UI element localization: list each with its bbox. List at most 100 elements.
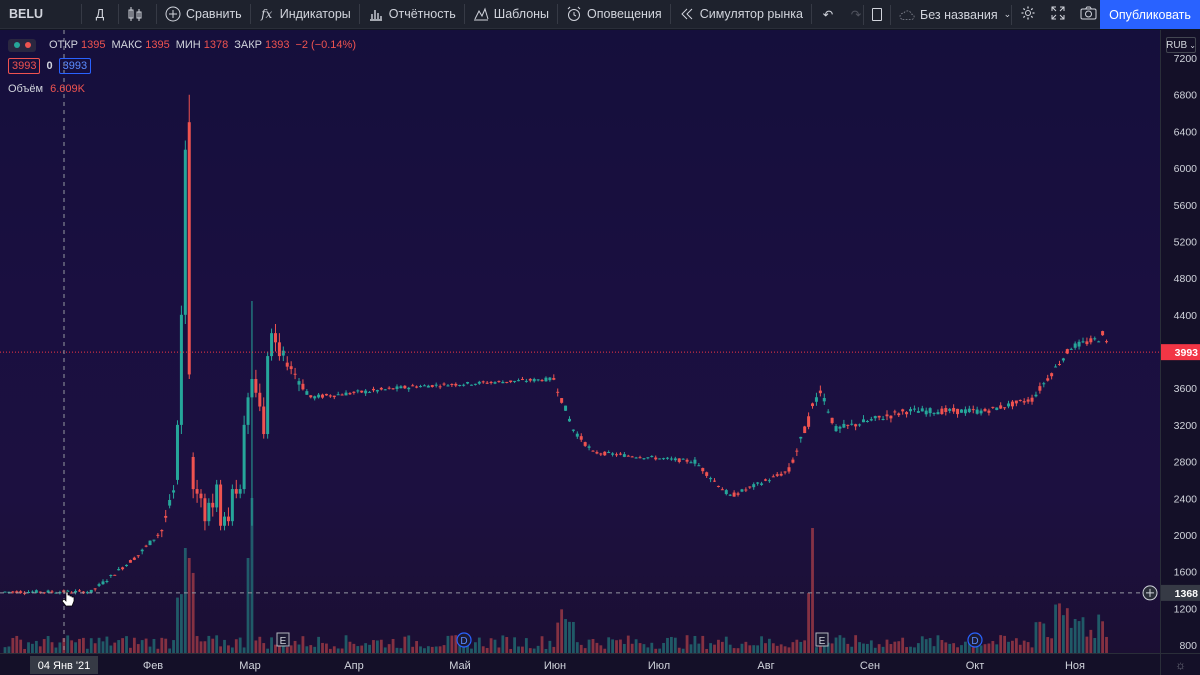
- candle-body: [932, 412, 936, 414]
- candle-body: [371, 388, 375, 391]
- volume-bar: [383, 647, 387, 653]
- volume-bar: [748, 645, 752, 653]
- alerts-button[interactable]: Оповещения: [559, 0, 669, 29]
- candle-body: [1046, 378, 1050, 381]
- candle-body: [967, 408, 971, 413]
- redo-button[interactable]: ↷: [843, 0, 869, 29]
- price-axis[interactable]: 7200 6800 6400 6000 5600 5200 4800 4400 3600 3200…: [1160, 30, 1200, 653]
- candle-body: [277, 342, 281, 357]
- settings-button[interactable]: [1013, 0, 1043, 29]
- time-tick-label: Сен: [860, 660, 880, 672]
- open-label: ОТКР: [49, 39, 79, 51]
- candle-body: [293, 373, 297, 375]
- candle-body: [317, 394, 321, 398]
- volume-bar: [293, 640, 297, 653]
- candle-body: [1054, 366, 1058, 368]
- volume-bar: [964, 641, 967, 653]
- candle-body: [223, 516, 227, 526]
- earnings-event-marker: E: [276, 632, 290, 647]
- candle-body: [720, 489, 724, 491]
- candle-body: [618, 453, 622, 455]
- candle-body: [991, 406, 995, 408]
- interval-button[interactable]: Д: [95, 7, 105, 21]
- volume-bar: [971, 647, 975, 653]
- volume-bar: [944, 642, 948, 653]
- volume-bar: [897, 641, 901, 653]
- volume-bar: [673, 637, 677, 653]
- financials-button[interactable]: Отчётность: [361, 0, 463, 29]
- volume-bar: [658, 648, 662, 653]
- chart-pane[interactable]: E D E D ОТКР 1395 МАКС 1395 МИН 1378 ЗАКР 1…: [0, 30, 1160, 653]
- volume-bar: [1065, 608, 1069, 653]
- candle-body: [818, 390, 822, 394]
- volume-bar: [901, 637, 905, 653]
- candle-body: [313, 396, 317, 399]
- volume-bar: [364, 643, 368, 653]
- change-value: −2 (−0.14%): [295, 39, 356, 51]
- wave-icon: [24, 42, 31, 48]
- volume-bar: [474, 642, 477, 653]
- volume-bar: [920, 636, 924, 653]
- volume-bar: [46, 636, 50, 653]
- toolbar-divider: [557, 4, 559, 24]
- candle-body: [987, 410, 991, 413]
- toolbar-divider: [81, 4, 82, 24]
- candle-body: [877, 415, 881, 418]
- candle-body: [760, 483, 764, 485]
- compare-label: Сравнить: [186, 7, 242, 21]
- currency-selector[interactable]: RUB ⌄: [1166, 37, 1196, 53]
- volume-bar: [705, 648, 709, 653]
- candle-body: [607, 452, 611, 454]
- indicators-button[interactable]: fx Индикаторы: [252, 0, 358, 29]
- publish-button[interactable]: Опубликовать: [1100, 0, 1200, 29]
- candle-body: [215, 484, 219, 508]
- candle-body: [493, 382, 497, 384]
- volume-bar: [936, 635, 940, 653]
- price-tick-label: 4800: [1174, 273, 1198, 285]
- time-axis[interactable]: Фев Мар Апр Май Июн Июл Авг Сен Окт Ноя 04 Янв '21: [0, 653, 1160, 675]
- layout-name-button[interactable]: Без названия ⌄: [892, 0, 1011, 29]
- volume-bar: [442, 645, 446, 653]
- candle-body: [234, 489, 238, 494]
- candle-body: [207, 502, 211, 522]
- volume-bar: [50, 642, 54, 653]
- volume-bar: [983, 644, 987, 653]
- candle-body: [105, 581, 109, 583]
- volume-bar: [795, 639, 799, 653]
- chart-legend: ОТКР 1395 МАКС 1395 МИН 1378 ЗАКР 1393 −…: [8, 38, 356, 96]
- candle-body: [1097, 341, 1101, 343]
- candle-body: [289, 366, 293, 370]
- volume-bar: [285, 647, 289, 653]
- undo-button[interactable]: ↶: [813, 0, 843, 29]
- templates-button[interactable]: Шаблоны: [466, 0, 556, 29]
- replay-button[interactable]: Симулятор рынка: [672, 0, 810, 29]
- candle-body: [783, 471, 787, 473]
- volume-bar: [991, 641, 995, 653]
- sell-price-box[interactable]: 3993: [8, 58, 41, 74]
- financials-label: Отчётность: [388, 7, 456, 21]
- candle-body: [1022, 401, 1026, 403]
- series-visibility-toggle[interactable]: [8, 38, 36, 52]
- select-layout-button[interactable]: [865, 0, 889, 29]
- volume-bar: [611, 639, 614, 653]
- buy-price-box[interactable]: 3993: [58, 58, 92, 74]
- volume-bar: [297, 644, 301, 653]
- volume-bar: [97, 637, 101, 653]
- chart-type-button[interactable]: [120, 0, 155, 29]
- candle-body: [301, 383, 305, 390]
- volume-bar: [1089, 629, 1093, 653]
- fullscreen-button[interactable]: [1043, 0, 1073, 29]
- volume-bar: [1018, 644, 1022, 653]
- compare-button[interactable]: Сравнить: [158, 0, 249, 29]
- candle-body: [579, 436, 583, 440]
- volume-bar: [572, 621, 575, 653]
- price-tick-label: 2000: [1174, 530, 1198, 542]
- volume-bar: [803, 640, 807, 653]
- axis-settings-button[interactable]: ☼: [1160, 653, 1200, 675]
- earnings-event-marker: E: [815, 632, 829, 647]
- candle-body: [865, 421, 869, 423]
- symbol-search-button[interactable]: BELU: [9, 7, 44, 21]
- volume-bar: [203, 641, 207, 653]
- snapshot-button[interactable]: [1073, 0, 1103, 29]
